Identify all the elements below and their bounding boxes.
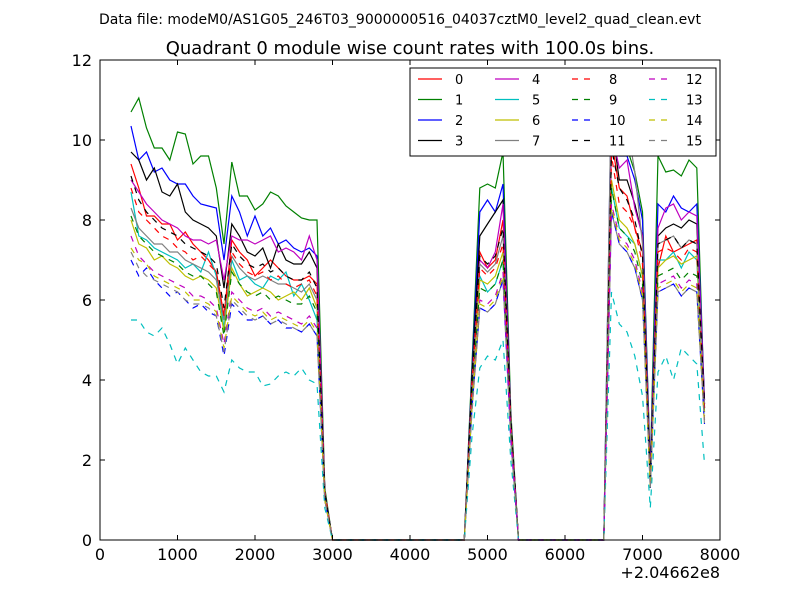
y-tick-label: 10 xyxy=(72,131,92,150)
legend-label-15: 15 xyxy=(686,135,703,150)
legend-label-7: 7 xyxy=(532,135,540,150)
legend-label-5: 5 xyxy=(532,94,540,109)
series-line-13 xyxy=(131,291,706,541)
legend-box xyxy=(409,67,717,157)
x-tick-label: 1000 xyxy=(157,545,198,564)
legend-label-14: 14 xyxy=(686,114,703,129)
x-tick-label: 8000 xyxy=(700,545,741,564)
legend-label-13: 13 xyxy=(686,94,703,109)
x-tick-label: 4000 xyxy=(390,545,431,564)
x-tick-label: 2000 xyxy=(235,545,276,564)
legend-label-4: 4 xyxy=(532,73,540,88)
legend-label-11: 11 xyxy=(609,135,626,150)
y-tick-label: 6 xyxy=(82,291,92,310)
x-tick-label: 6000 xyxy=(545,545,586,564)
plot-area: 0 1000 2000 3000 4000 5000 6000 7000 80000246810… xyxy=(72,51,741,564)
legend-label-3: 3 xyxy=(455,135,463,150)
chart-title: Quadrant 0 module wise count rates with … xyxy=(166,38,655,59)
y-tick-label: 2 xyxy=(82,451,92,470)
legend-label-12: 12 xyxy=(686,73,703,88)
x-tick-label: 7000 xyxy=(622,545,663,564)
x-tick-label: 0 xyxy=(95,545,105,564)
y-tick-label: 0 xyxy=(82,531,92,550)
x-tick-label: 3000 xyxy=(312,545,353,564)
series-line-9 xyxy=(130,187,706,541)
legend-label-10: 10 xyxy=(609,114,626,129)
y-tick-label: 4 xyxy=(82,371,92,390)
data-file-suptitle: Data file: modeM0/AS1G05_246T03_90000005… xyxy=(99,12,701,28)
y-tick-label: 8 xyxy=(82,211,92,230)
legend-label-8: 8 xyxy=(609,73,617,88)
legend-label-9: 9 xyxy=(609,94,617,109)
y-tick-label: 12 xyxy=(72,51,92,70)
legend-label-6: 6 xyxy=(532,114,540,129)
legend-label-0: 0 xyxy=(455,73,463,88)
series-line-11 xyxy=(130,147,706,541)
legend-label-1: 1 xyxy=(455,94,463,109)
legend-label-2: 2 xyxy=(455,114,463,129)
x-axis-offset-label: +2.04662e8 xyxy=(620,563,720,582)
x-tick-label: 5000 xyxy=(467,545,508,564)
